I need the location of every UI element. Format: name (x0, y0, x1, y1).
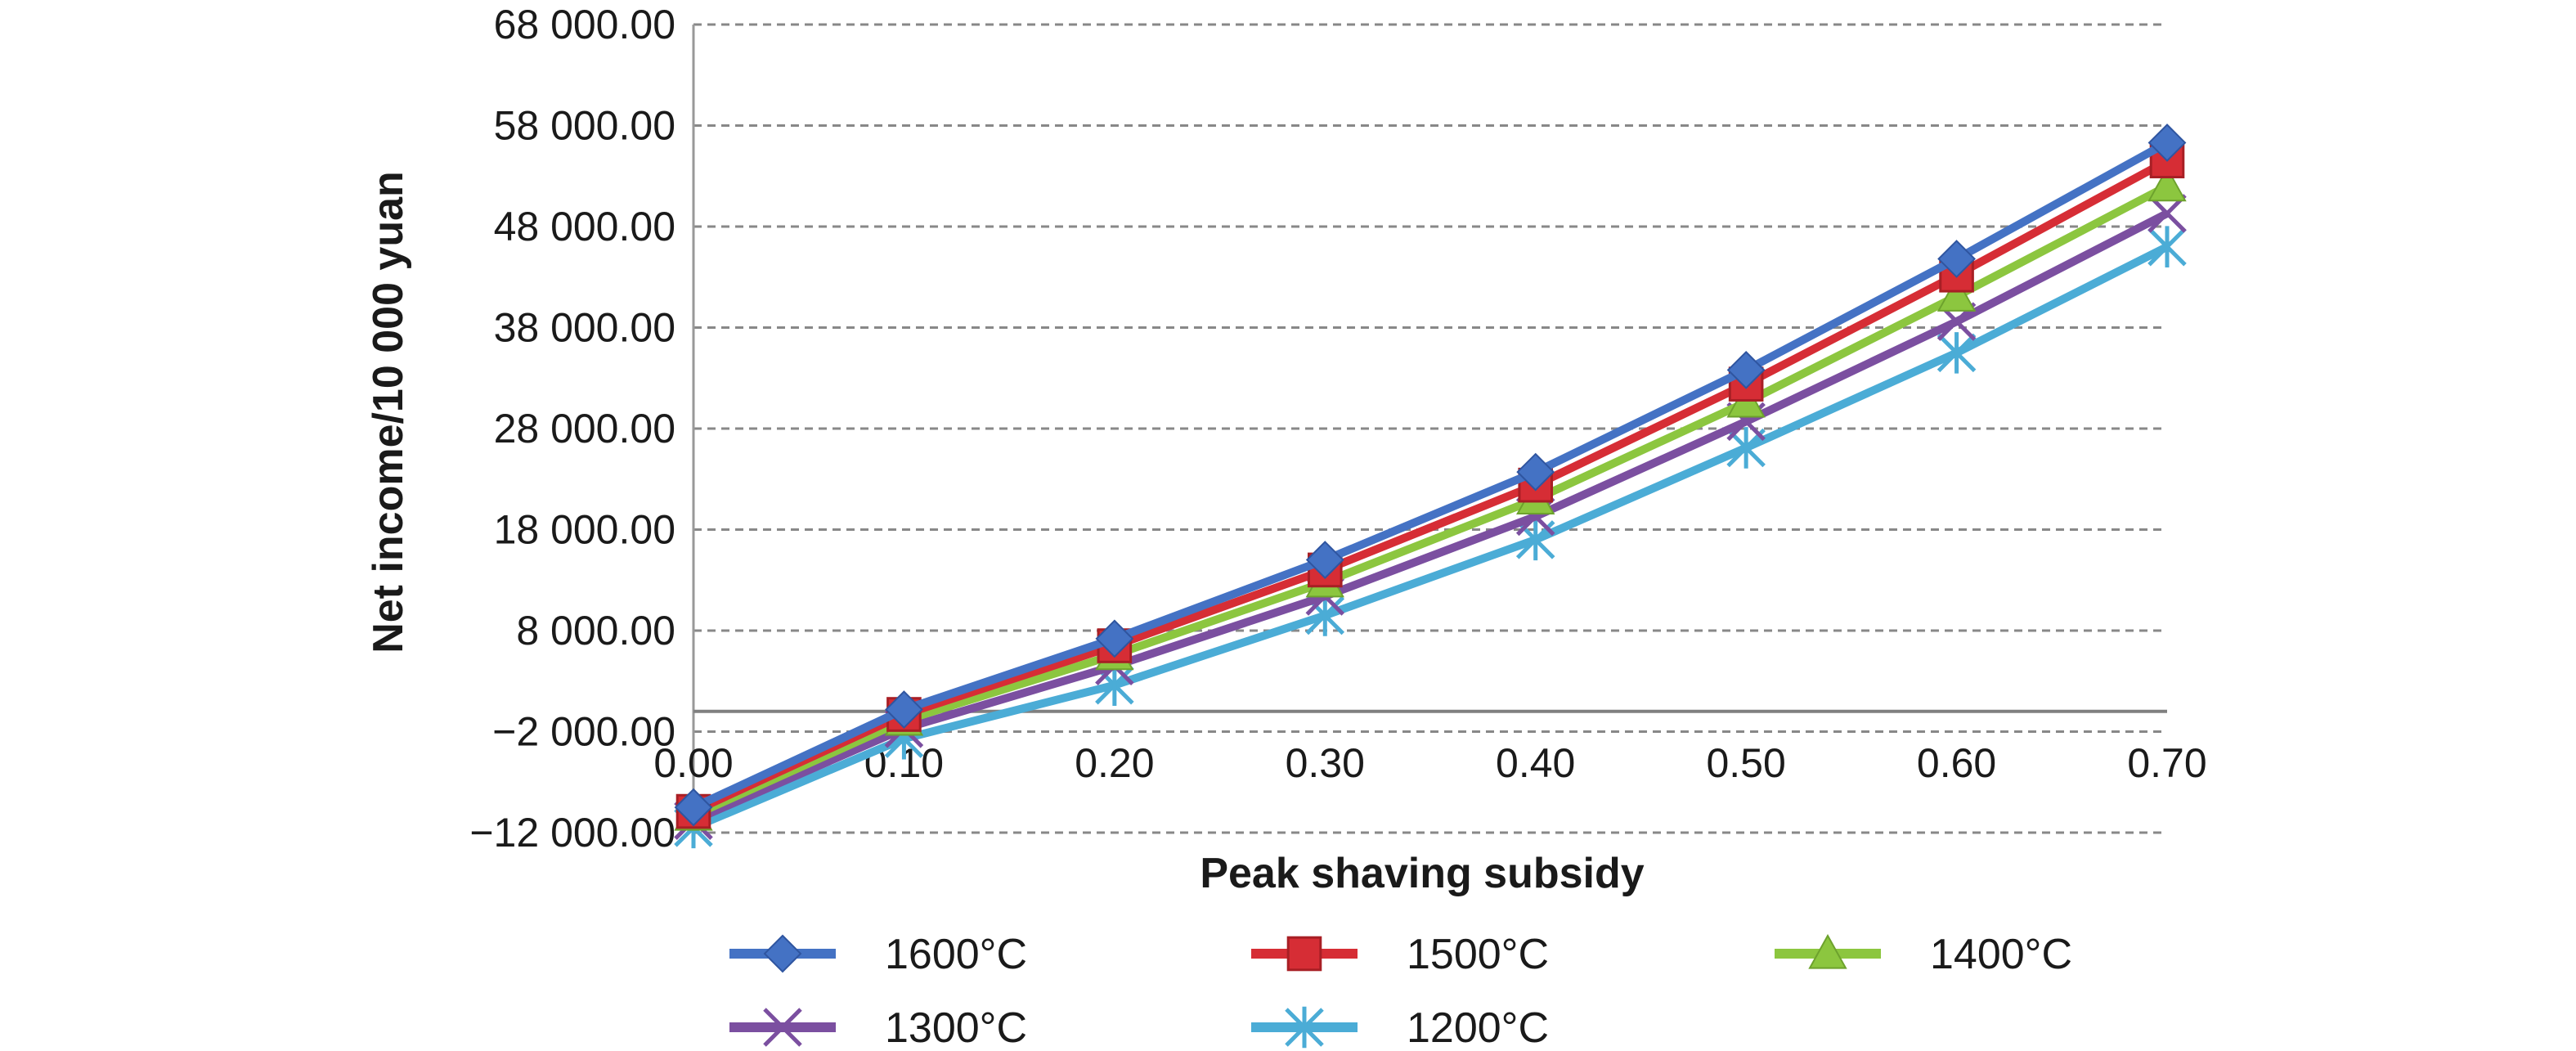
data-point (1726, 350, 1766, 389)
legend-item: 1400°C (1775, 931, 2072, 978)
x-tick-label: 0.30 (1286, 740, 1365, 786)
data-point (2147, 166, 2187, 202)
data-point (2147, 194, 2187, 233)
data-point (1936, 276, 1977, 312)
legend-label: 1600°C (885, 931, 1027, 978)
series-line (691, 139, 2170, 811)
legend-label: 1500°C (1407, 931, 1549, 978)
data-point (2147, 226, 2187, 267)
series-line (691, 209, 2170, 824)
data-point (1937, 240, 1976, 278)
data-point (763, 1008, 802, 1047)
y-tick-label: 18 000.00 (494, 507, 675, 553)
legend-item: 1500°C (1251, 931, 1549, 978)
x-tick-label: 0.40 (1496, 740, 1575, 786)
data-point (2147, 124, 2187, 162)
x-tick-label: 0.50 (1706, 740, 1785, 786)
y-tick-label: 48 000.00 (494, 204, 675, 249)
y-tick-label: −2 000.00 (492, 709, 675, 755)
series-line (691, 182, 2170, 820)
y-tick-label: 68 000.00 (494, 2, 675, 47)
series-group (674, 124, 2187, 849)
legend-label: 1400°C (1930, 931, 2072, 978)
data-point (885, 690, 923, 729)
series-line (692, 243, 2170, 832)
data-point (763, 934, 802, 973)
x-axis-title: Peak shaving subsidy (1200, 850, 1644, 897)
data-point (1285, 1006, 1324, 1049)
data-point (1286, 936, 1322, 972)
y-tick-label: 28 000.00 (494, 406, 675, 451)
data-point (1808, 933, 1847, 969)
data-point (1516, 452, 1555, 492)
x-tick-label: 0.00 (653, 740, 733, 786)
x-tick-label: 0.70 (2127, 740, 2206, 786)
data-point (1095, 619, 1134, 658)
y-tick-label: 8 000.00 (516, 608, 675, 654)
legend-item: 1200°C (1251, 1004, 1549, 1051)
y-axis-title: Net income/10 000 yuan (365, 171, 412, 654)
data-point (674, 788, 713, 827)
legend-label: 1300°C (885, 1004, 1027, 1051)
y-tick-label: 38 000.00 (494, 305, 675, 351)
data-point (1305, 541, 1344, 579)
y-tick-label: −12 000.00 (469, 810, 675, 856)
data-point (1936, 332, 1977, 374)
y-tick-labels: −12 000.00 −2 000.00 8 000.00 18 000.00 28 0… (469, 2, 675, 856)
series-line (691, 157, 2170, 815)
legend: 1600°C 1500°C 1400°C 1300°C 1200°C (729, 931, 2072, 1051)
x-tick-label: 0.60 (1917, 740, 1996, 786)
x-tick-label: 0.20 (1075, 740, 1154, 786)
series-1600c (674, 124, 2187, 827)
legend-item: 1300°C (729, 1004, 1027, 1051)
legend-label: 1200°C (1407, 1004, 1549, 1051)
legend-item: 1600°C (729, 931, 1027, 978)
y-tick-label: 58 000.00 (494, 103, 675, 149)
